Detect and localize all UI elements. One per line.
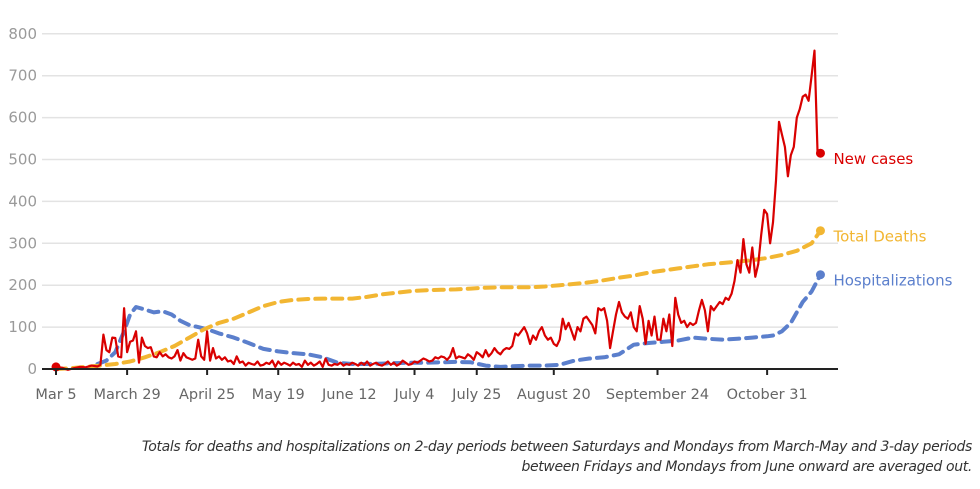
x-tick-label: June 12 [321, 387, 377, 403]
x-tick-label: July 25 [451, 387, 501, 403]
x-tick-label: August 20 [517, 387, 591, 403]
series-label: New cases [833, 150, 913, 168]
y-tick-label: 500 [8, 151, 37, 169]
caption-line-1: Totals for deaths and hospitalizations o… [141, 439, 973, 455]
y-tick-label: 600 [8, 109, 37, 127]
y-tick-label: 100 [8, 318, 37, 336]
y-tick-label: 200 [8, 276, 37, 294]
gridlines [42, 33, 838, 328]
line-chart: 0 100 200 300 400 500 600 700 800 Mar 5 March 29 A… [8, 25, 952, 403]
series-line-new-cases [54, 49, 822, 371]
chart-caption: Totals for deaths and hospitalizations o… [12, 437, 973, 477]
y-tick-label: 300 [8, 234, 37, 252]
x-tick-label: Mar 5 [35, 387, 76, 403]
series-line-hospitalizations [95, 272, 823, 369]
x-tick-label: March 29 [93, 387, 160, 403]
x-tick-label: October 31 [727, 387, 808, 403]
x-tick-label: September 24 [606, 387, 709, 403]
series-label: Total Deaths [832, 228, 926, 246]
x-tick-label: May 19 [252, 387, 305, 403]
series-end-marker [815, 270, 825, 280]
y-tick-label: 0 [27, 360, 37, 378]
y-axis-ticks: 0 100 200 300 400 500 600 700 800 [8, 25, 37, 378]
x-axis: Mar 5 March 29 April 25 May 19 June 12 July 4… [35, 368, 838, 403]
x-tick-label: April 25 [179, 387, 235, 403]
x-tick-label: July 4 [394, 387, 435, 403]
series-lines [51, 49, 825, 372]
y-tick-label: 700 [8, 67, 37, 85]
y-tick-label: 800 [8, 25, 37, 43]
series-end-marker [815, 148, 825, 158]
series-end-marker [815, 226, 825, 236]
series-labels: Hospitalizations Total Deaths New cases [832, 150, 952, 290]
series-line-total-deaths [54, 228, 823, 371]
y-tick-label: 400 [8, 192, 37, 210]
series-label: Hospitalizations [833, 272, 952, 290]
caption-line-2: between Fridays and Mondays from June on… [521, 459, 972, 475]
